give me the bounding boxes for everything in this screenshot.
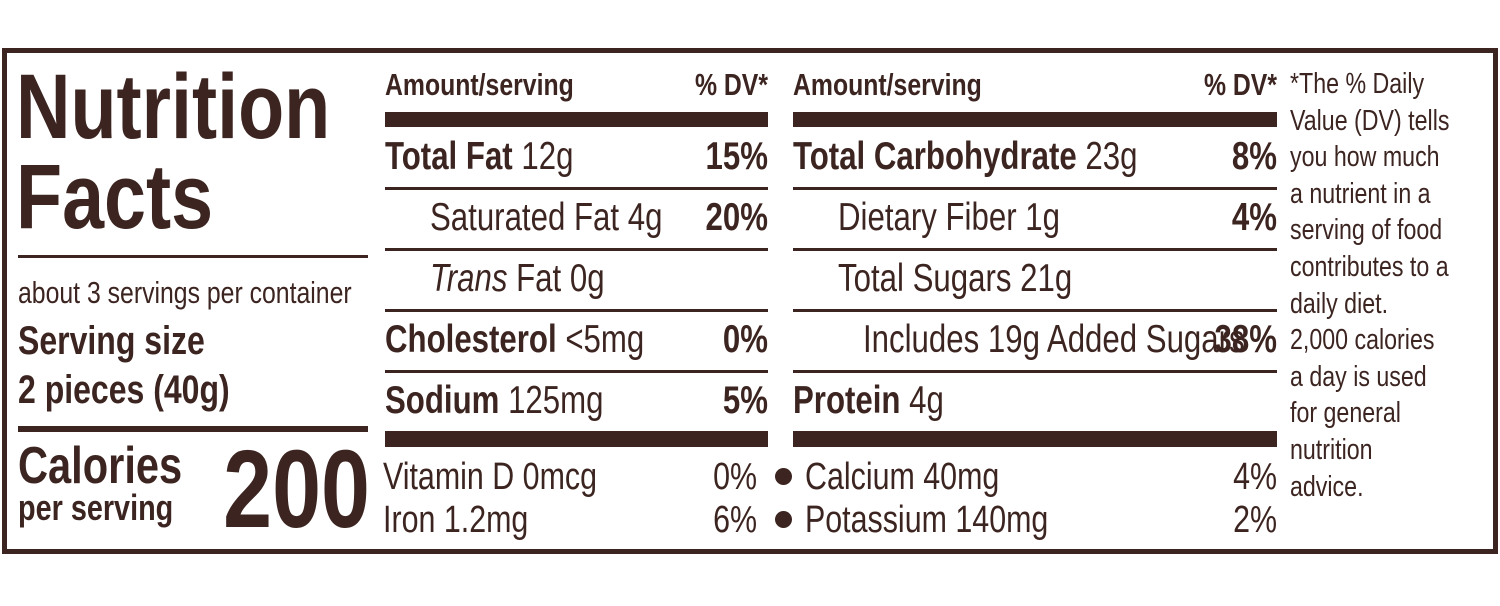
nutrient: Total Fat 12g <box>385 133 573 181</box>
thick-rule <box>385 431 768 447</box>
calories: 200 <box>223 428 370 551</box>
header-amount: Amount/serving <box>793 67 982 102</box>
footnote-line: daily diet. <box>1290 287 1389 320</box>
nutrient-amount: <5mg <box>565 318 645 361</box>
border <box>2 549 1498 554</box>
nutrient-amount: 21g <box>1020 257 1073 300</box>
footnote-line: contributes to a <box>1290 250 1449 283</box>
footnote-line: nutrition <box>1290 433 1373 466</box>
serving-size: 2 pieces (40g) <box>18 368 230 412</box>
calories-label: Calories <box>18 437 183 495</box>
nutrient-name: Saturated Fat <box>430 196 620 239</box>
rule <box>793 187 1277 190</box>
header-dv: % DV* <box>694 67 768 102</box>
footnote-line: advice. <box>1290 470 1364 503</box>
vitamin-dv: 0% <box>713 456 757 498</box>
serving-size-label: Serving size <box>18 319 205 363</box>
vitamin: Potassium 140mg <box>805 498 1048 542</box>
nutrient-amount: 23g <box>1085 135 1138 178</box>
calories-sub: per serving <box>18 487 174 528</box>
thick-rule <box>793 431 1277 447</box>
nutrient: Trans Fat 0g <box>430 255 605 303</box>
vitamin: Vitamin D 0mcg <box>383 455 597 499</box>
nutrient: Cholesterol <5mg <box>385 316 644 364</box>
servings: about 3 servings per container <box>18 275 352 310</box>
rule <box>18 255 368 258</box>
footnote-line: you how much <box>1290 141 1440 174</box>
vitamin-amount: 40mg <box>923 456 1000 498</box>
nutrient-name: Sodium <box>385 379 500 422</box>
rule <box>18 426 368 432</box>
vitamin: Iron 1.2mg <box>383 498 528 542</box>
rule <box>385 309 768 312</box>
vitamin-name: Vitamin D <box>383 456 515 498</box>
bullet <box>775 511 792 528</box>
vitamin: Calcium 40mg <box>805 455 999 499</box>
header-amount: Amount/serving <box>385 67 574 102</box>
vitamin-name: Potassium <box>805 499 947 541</box>
thick-rule <box>385 112 768 127</box>
nutrient: Total Carbohydrate 23g <box>793 133 1137 181</box>
border <box>1493 48 1498 554</box>
nutrient: Total Sugars 21g <box>838 255 1072 303</box>
title: Nutrition Facts <box>16 56 331 248</box>
nutrient-amount: 12g <box>521 135 574 178</box>
vitamin-name: Iron <box>383 499 436 541</box>
nutrient-dv: 5% <box>722 379 768 422</box>
nutrient-name: Trans <box>430 257 508 300</box>
nutrient-amount: 4g <box>909 379 944 422</box>
nutrient-name: Dietary Fiber <box>838 196 1017 239</box>
nutrient-dv: 4% <box>1231 196 1277 239</box>
vitamin-amount: 0mcg <box>522 456 598 498</box>
rule <box>793 309 1277 312</box>
nutrient-amount: Fat 0g <box>516 257 605 300</box>
nutrient-name: Total Fat <box>385 135 513 178</box>
nutrient-name: Protein <box>793 379 901 422</box>
vitamin-name: Calcium <box>805 456 915 498</box>
vitamin-dv: 4% <box>1233 456 1277 498</box>
header-dv: % DV* <box>1203 67 1277 102</box>
nutrient: Includes 19g Added Sugars <box>863 316 1245 364</box>
vitamin-amount: 140mg <box>955 499 1049 541</box>
vitamin-dv: 6% <box>713 499 757 541</box>
nutrient-dv: 0% <box>722 318 768 361</box>
nutrient-name: Includes 19g Added Sugars <box>863 318 1245 361</box>
rule <box>793 370 1277 373</box>
border <box>2 48 7 554</box>
footnote-line: for general <box>1290 397 1401 430</box>
rule <box>793 248 1277 251</box>
thick-rule <box>793 112 1277 127</box>
vitamin-dv: 2% <box>1233 499 1277 541</box>
footnote: *The % Daily Value (DV) tells you how much… <box>1290 66 1449 505</box>
bullet <box>775 468 792 485</box>
footnote-line: *The % Daily <box>1290 68 1425 100</box>
nutrient-name: Cholesterol <box>385 318 557 361</box>
rule <box>385 187 768 190</box>
rule <box>385 248 768 251</box>
footnote-line: Value (DV) tells <box>1290 104 1450 137</box>
footnote-line: a day is used <box>1290 360 1427 393</box>
footnote-line: serving of food <box>1290 214 1443 247</box>
nutrient-amount: 4g <box>627 196 663 239</box>
footnote-line: 2,000 calories <box>1290 324 1435 357</box>
nutrient-dv: 20% <box>705 196 768 239</box>
border <box>2 48 1498 53</box>
vitamin-amount: 1.2mg <box>443 499 529 541</box>
nutrient: Protein 4g <box>793 377 944 425</box>
nutrient-name: Total Sugars <box>838 257 1012 300</box>
nutrient-amount: 1g <box>1025 196 1060 239</box>
nutrient-dv: 38% <box>1214 318 1277 361</box>
nutrient-dv: 15% <box>705 135 768 178</box>
nutrient-amount: 125mg <box>508 379 604 422</box>
nutrient-name: Total Carbohydrate <box>793 135 1077 178</box>
rule <box>385 370 768 373</box>
nutrient-dv: 8% <box>1231 135 1277 178</box>
footnote-line: a nutrient in a <box>1290 177 1431 210</box>
nutrient: Sodium 125mg <box>385 377 603 425</box>
nutrient: Saturated Fat 4g <box>430 194 662 242</box>
nutrient: Dietary Fiber 1g <box>838 194 1060 242</box>
